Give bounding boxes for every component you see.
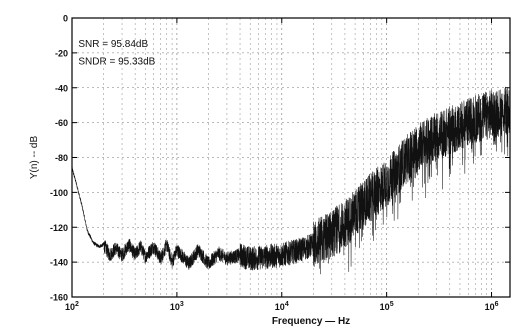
grid-lines — [71, 17, 510, 298]
y-axis-label: Y(n) -- dB — [29, 136, 40, 180]
y-tick-label: -140 — [50, 258, 68, 268]
x-tick-label: 106 — [485, 301, 499, 312]
y-tick-label: -40 — [55, 83, 68, 93]
y-tick-label: -100 — [50, 188, 68, 198]
x-tick-exponent: 5 — [390, 301, 394, 308]
x-tick-label: 102 — [65, 301, 79, 312]
annotation-text: SNR = 95.84dB — [78, 39, 148, 50]
x-axis-label: Frequency — Hz — [272, 316, 350, 327]
spectrum-line — [71, 86, 511, 275]
annotation-text: SNDR = 95.33dB — [78, 57, 155, 68]
y-tick-label: -20 — [55, 48, 68, 58]
x-tick-base: 10 — [65, 302, 75, 312]
x-tick-exponent: 3 — [180, 301, 184, 308]
x-tick-labels: 102 103 104 105 106 — [65, 301, 499, 312]
spectrum-trace — [71, 86, 511, 275]
x-tick-exponent: 4 — [285, 301, 289, 308]
x-tick-exponent: 2 — [75, 301, 79, 308]
x-tick-label: 105 — [380, 301, 394, 312]
plot-frame — [71, 17, 511, 298]
y-tick-label: -80 — [55, 153, 68, 163]
x-tick-label: 104 — [275, 301, 289, 312]
annotations: SNR = 95.84dB SNDR = 95.33dB — [78, 39, 155, 67]
y-tick-label: -120 — [50, 223, 68, 233]
x-tick-base: 10 — [380, 302, 390, 312]
x-tick-label: 103 — [170, 301, 184, 312]
x-tick-base: 10 — [485, 302, 495, 312]
y-tick-labels: 0 -20 -40 -60 -80 -100 -120 -140 -160 — [50, 14, 68, 303]
x-tick-base: 10 — [275, 302, 285, 312]
y-tick-label: -160 — [50, 293, 68, 303]
y-tick-label: -60 — [55, 118, 68, 128]
x-tick-exponent: 6 — [495, 301, 499, 308]
y-tick-label: 0 — [63, 14, 68, 24]
x-tick-base: 10 — [170, 302, 180, 312]
